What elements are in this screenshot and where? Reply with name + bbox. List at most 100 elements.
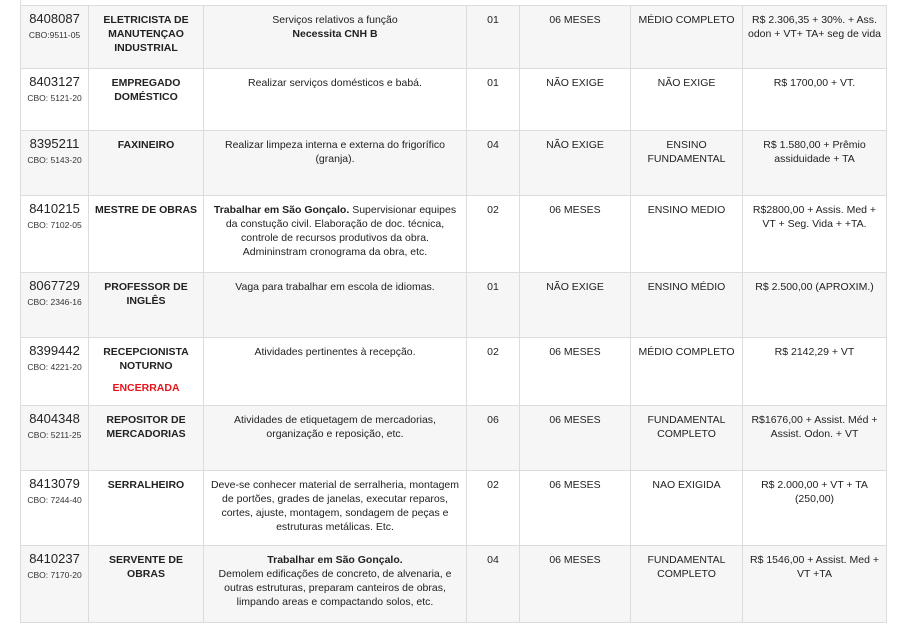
experience-cell: 06 MESES [519, 545, 631, 623]
salary-value: R$ 2.000,00 + VT + TA (250,00) [761, 479, 868, 505]
experience-cell: 06 MESES [519, 195, 631, 273]
job-description-cell: Deve-se conhecer material de serralheria… [203, 470, 467, 546]
job-code: 8399442 [29, 343, 80, 358]
vacancies-value: 01 [487, 281, 499, 293]
schooling-value: NÃO EXIGE [657, 77, 716, 89]
job-code: 8067729 [29, 278, 80, 293]
salary-value: R$1676,00 + Assist. Méd + Assist. Odon. … [751, 414, 878, 440]
job-code: 8404348 [29, 411, 80, 426]
job-description-cell: Atividades pertinentes à recepção. [203, 337, 467, 406]
experience-cell: 06 MESES [519, 5, 631, 69]
description-text: Supervisionar equipes da constução civil… [225, 204, 457, 258]
salary-value: R$ 2142,29 + VT [774, 346, 855, 358]
schooling-cell: NÃO EXIGE [630, 68, 743, 131]
vacancies-cell: 01 [466, 68, 520, 131]
salary-value: R$ 1546,00 + Assist. Med + VT +TA [750, 554, 879, 580]
cbo-code: CBO: 7170-20 [27, 570, 82, 580]
job-title: FAXINEIRO [117, 139, 175, 151]
schooling-cell: NAO EXIGIDA [630, 470, 743, 546]
salary-value: R$ 2.306,35 + 30%. + Ass. odon + VT+ TA+… [748, 14, 881, 40]
salary-cell: R$ 2.306,35 + 30%. + Ass. odon + VT+ TA+… [742, 5, 887, 69]
schooling-cell: ENSINO MÉDIO [630, 272, 743, 338]
vacancies-cell: 01 [466, 5, 520, 69]
job-title-cell: SERRALHEIRO [88, 470, 204, 546]
vacancies-value: 04 [487, 554, 499, 566]
description-highlight: Necessita CNH B [292, 28, 378, 40]
table-row: 8410237 CBO: 7170-20 SERVENTE DE OBRAS Trab… [20, 545, 887, 623]
experience-value: NÃO EXIGE [546, 281, 604, 293]
description-text: Serviços relativos a função [272, 14, 398, 26]
job-title-cell: SERVENTE DE OBRAS [88, 545, 204, 623]
job-code: 8410215 [29, 201, 80, 216]
job-title-cell: ELETRICISTA DE MANUTENÇAO INDUSTRIAL [88, 5, 204, 69]
salary-cell: R$ 1.580,00 + Prêmio assiduidade + TA [742, 130, 887, 196]
schooling-cell: FUNDAMENTAL COMPLETO [630, 545, 743, 623]
experience-value: 06 MESES [549, 414, 601, 426]
salary-cell: R$ 1700,00 + VT. [742, 68, 887, 131]
job-title-cell: MESTRE DE OBRAS [88, 195, 204, 273]
experience-cell: 06 MESES [519, 470, 631, 546]
vacancies-value: 06 [487, 414, 499, 426]
vacancies-value: 02 [487, 479, 499, 491]
schooling-value: ENSINO MEDIO [647, 204, 726, 216]
table-row: 8399442 CBO: 4221-20 RECEPCIONISTA NOTURNO… [20, 337, 887, 406]
schooling-cell: ENSINO FUNDAMENTAL [630, 130, 743, 196]
job-code-cell: 8067729 CBO: 2346-16 [20, 272, 89, 338]
job-code-cell: 8395211 CBO: 5143-20 [20, 130, 89, 196]
job-code-cell: 8403127 CBO: 5121-20 [20, 68, 89, 131]
vacancies-value: 02 [487, 204, 499, 216]
job-code-cell: 8399442 CBO: 4221-20 [20, 337, 89, 406]
cbo-code: CBO: 4221-20 [27, 362, 82, 372]
salary-cell: R$ 2.000,00 + VT + TA (250,00) [742, 470, 887, 546]
job-description-cell: Realizar limpeza interna e externa do fr… [203, 130, 467, 196]
experience-value: 06 MESES [549, 479, 601, 491]
description-text: Atividades pertinentes à recepção. [254, 346, 416, 358]
description-text: Realizar serviços domésticos e babá. [248, 77, 422, 89]
table-row: 8403127 CBO: 5121-20 EMPREGADO DOMÉSTICO Re… [20, 68, 887, 131]
cbo-code: CBO: 7244-40 [27, 495, 82, 505]
schooling-cell: ENSINO MEDIO [630, 195, 743, 273]
schooling-value: MÉDIO COMPLETO [638, 14, 735, 26]
salary-value: R$2800,00 + Assis. Med + VT + Seg. Vida … [752, 204, 877, 230]
cbo-code: CBO: 2346-16 [27, 297, 82, 307]
salary-cell: R$ 2.500,00 (APROXIM.) [742, 272, 887, 338]
vacancies-value: 01 [487, 77, 499, 89]
table-row: 8404348 CBO: 5211-25 REPOSITOR DE MERCADOR… [20, 405, 887, 471]
job-title-cell: REPOSITOR DE MERCADORIAS [88, 405, 204, 471]
job-code: 8410237 [29, 551, 80, 566]
experience-cell: NÃO EXIGE [519, 130, 631, 196]
vacancies-cell: 04 [466, 130, 520, 196]
schooling-value: NAO EXIGIDA [652, 479, 721, 491]
vacancies-cell: 04 [466, 545, 520, 623]
job-title: SERVENTE DE OBRAS [109, 554, 183, 580]
job-listings-table: 8408087 CBO:9511-05 ELETRICISTA DE MANUTEN… [20, 5, 887, 623]
salary-cell: R$ 1546,00 + Assist. Med + VT +TA [742, 545, 887, 623]
experience-value: 06 MESES [549, 346, 601, 358]
experience-cell: NÃO EXIGE [519, 272, 631, 338]
schooling-value: FUNDAMENTAL COMPLETO [647, 554, 726, 580]
cbo-code: CBO:9511-05 [28, 30, 81, 40]
experience-cell: NÃO EXIGE [519, 68, 631, 131]
vacancies-cell: 06 [466, 405, 520, 471]
experience-value: NÃO EXIGE [546, 139, 604, 151]
job-title: PROFESSOR DE INGLÊS [104, 281, 188, 307]
job-title: RECEPCIONISTA NOTURNO [103, 346, 189, 372]
salary-value: R$ 1700,00 + VT. [773, 77, 856, 89]
job-description-cell: Trabalhar em São Gonçalo. Supervisionar … [203, 195, 467, 273]
schooling-value: FUNDAMENTAL COMPLETO [647, 414, 726, 440]
job-description-cell: Serviços relativos a função Necessita CNH… [203, 5, 467, 69]
job-title: REPOSITOR DE MERCADORIAS [106, 414, 186, 440]
status-badge: ENCERRADA [112, 382, 180, 394]
schooling-cell: MÉDIO COMPLETO [630, 5, 743, 69]
vacancies-value: 04 [487, 139, 499, 151]
vacancies-cell: 02 [466, 470, 520, 546]
job-code-cell: 8413079 CBO: 7244-40 [20, 470, 89, 546]
description-highlight: Trabalhar em São Gonçalo. [213, 204, 350, 216]
job-title-cell: PROFESSOR DE INGLÊS [88, 272, 204, 338]
job-code: 8395211 [29, 136, 80, 151]
cbo-code: CBO: 5211-25 [27, 430, 82, 440]
description-text: Vaga para trabalhar em escola de idiomas… [235, 281, 435, 293]
cbo-code: CBO: 5143-20 [27, 155, 82, 165]
salary-cell: R$2800,00 + Assis. Med + VT + Seg. Vida … [742, 195, 887, 273]
table-top-edge [20, 0, 887, 5]
